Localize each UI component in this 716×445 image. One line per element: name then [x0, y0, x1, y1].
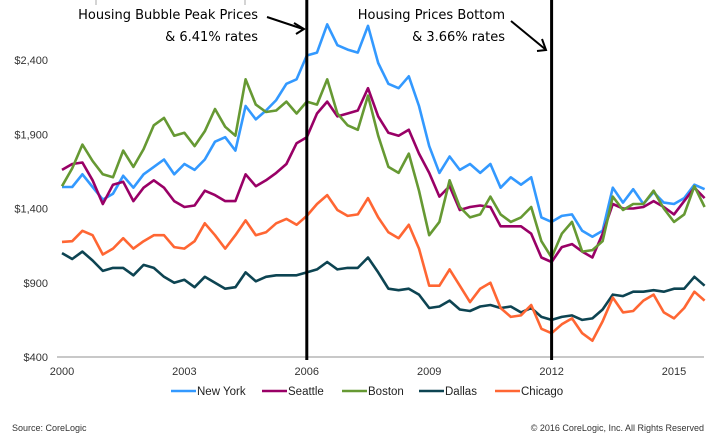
- legend-item: Seattle: [262, 386, 324, 398]
- x-tick-label: 2003: [172, 366, 196, 378]
- annotation-bottom-line1: Housing Prices Bottom: [358, 8, 505, 23]
- x-tick-label: 2009: [417, 366, 441, 378]
- arrow-icon: [266, 16, 306, 35]
- legend: New York Seattle Boston Dallas Chicago: [171, 386, 563, 398]
- annotation-peak-line1: Housing Bubble Peak Prices: [78, 8, 258, 23]
- legend-label: Dallas: [445, 386, 477, 398]
- annotation-peak-line2: & 6.41% rates: [165, 30, 258, 45]
- series-line-boston: [60, 78, 706, 259]
- y-tick-label: $2,400: [14, 55, 48, 67]
- legend-label: Seattle: [288, 386, 324, 398]
- y-tick-label: $1,400: [14, 204, 48, 216]
- y-tick-label: $400: [24, 352, 48, 364]
- x-tick-label: 2000: [50, 366, 74, 378]
- legend-label: Boston: [368, 386, 404, 398]
- y-tick-label: $900: [24, 278, 48, 290]
- annotation-bottom-line2: & 3.66% rates: [412, 30, 505, 45]
- legend-item: New York: [171, 386, 246, 398]
- x-axis-ticks: 2000 2003 2006 2009 2012 2015: [50, 366, 686, 378]
- x-tick-label: 2015: [662, 366, 686, 378]
- copyright-note: © 2016 CoreLogic, Inc. All Rights Reserv…: [531, 423, 704, 433]
- legend-item: Chicago: [495, 386, 563, 398]
- series-line-dallas: [61, 250, 706, 322]
- y-axis-ticks: $400 $900 $1,400 $1,900 $2,400: [14, 55, 48, 364]
- legend-label: Chicago: [521, 386, 563, 398]
- arrow-icon: [510, 20, 548, 52]
- legend-label: New York: [197, 386, 246, 398]
- legend-item: Boston: [342, 386, 404, 398]
- source-note: Source: CoreLogic: [12, 423, 87, 433]
- x-tick-label: 2012: [539, 366, 563, 378]
- x-tick-label: 2006: [295, 366, 319, 378]
- series-lines: [60, 23, 706, 342]
- legend-item: Dallas: [419, 386, 477, 398]
- y-tick-label: $1,900: [14, 129, 48, 141]
- series-line-new-york: [62, 23, 706, 238]
- event-markers: [305, 0, 554, 360]
- series-line-chicago: [61, 193, 706, 342]
